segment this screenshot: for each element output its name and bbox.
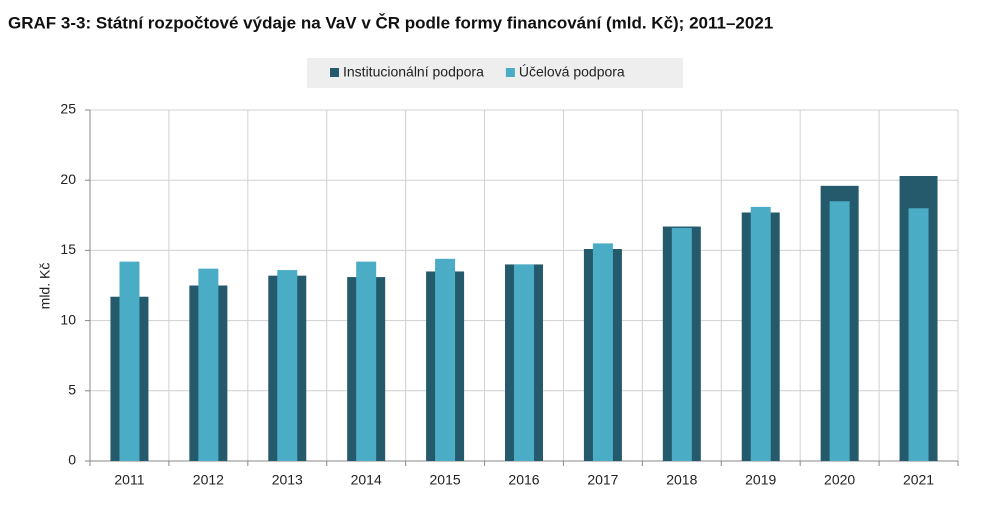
x-tick-label: 2021 bbox=[903, 472, 934, 488]
y-tick-label: 20 bbox=[60, 171, 76, 187]
legend-swatch bbox=[330, 68, 339, 77]
y-tick-label: 5 bbox=[68, 382, 76, 398]
bar bbox=[435, 258, 456, 461]
legend-label: Účelová podpora bbox=[519, 64, 625, 80]
y-axis-label: mld. Kč bbox=[37, 263, 53, 310]
legend-label: Institucionální podpora bbox=[343, 64, 484, 80]
x-tick-label: 2013 bbox=[272, 472, 303, 488]
bar bbox=[829, 201, 850, 461]
y-tick-label: 25 bbox=[60, 101, 76, 117]
y-tick-label: 10 bbox=[60, 311, 76, 327]
bar bbox=[908, 208, 929, 461]
bar bbox=[592, 243, 613, 461]
y-tick-label: 15 bbox=[60, 241, 76, 257]
x-tick-label: 2017 bbox=[587, 472, 618, 488]
legend-swatch bbox=[505, 68, 515, 77]
legend-box bbox=[307, 58, 683, 88]
bar bbox=[356, 261, 377, 461]
bar bbox=[119, 261, 140, 461]
bar bbox=[671, 227, 692, 461]
x-tick-label: 2012 bbox=[193, 472, 224, 488]
x-tick-label: 2014 bbox=[351, 472, 382, 488]
x-tick-label: 2011 bbox=[114, 472, 144, 488]
x-tick-label: 2019 bbox=[745, 472, 776, 488]
x-tick-label: 2020 bbox=[824, 472, 855, 488]
x-tick-label: 2015 bbox=[430, 472, 461, 488]
bar bbox=[277, 270, 298, 461]
y-tick-label: 0 bbox=[68, 452, 76, 468]
bar bbox=[514, 264, 534, 461]
x-tick-label: 2018 bbox=[666, 472, 697, 488]
x-tick-label: 2016 bbox=[508, 472, 539, 488]
bar bbox=[750, 206, 771, 461]
bar bbox=[198, 268, 219, 461]
chart-title: GRAF 3-3: Státní rozpočtové výdaje na Va… bbox=[8, 13, 773, 32]
